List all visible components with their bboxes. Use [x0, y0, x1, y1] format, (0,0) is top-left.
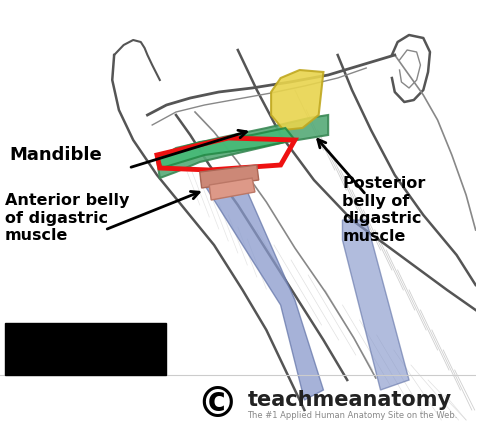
Polygon shape — [200, 165, 258, 188]
Polygon shape — [271, 70, 324, 130]
Text: ©: © — [196, 384, 237, 426]
Polygon shape — [157, 128, 295, 168]
Polygon shape — [204, 170, 324, 400]
Bar — [5, 323, 166, 375]
Polygon shape — [157, 115, 328, 178]
Text: Mandible: Mandible — [10, 146, 102, 164]
Text: Posterior
belly of
digastric
muscle: Posterior belly of digastric muscle — [342, 176, 426, 244]
Text: teachmeanatomy: teachmeanatomy — [248, 390, 452, 410]
Text: Anterior belly
of digastric
muscle: Anterior belly of digastric muscle — [5, 193, 129, 243]
Polygon shape — [342, 220, 409, 390]
Polygon shape — [210, 178, 255, 200]
Text: The #1 Applied Human Anatomy Site on the Web.: The #1 Applied Human Anatomy Site on the… — [248, 410, 458, 420]
